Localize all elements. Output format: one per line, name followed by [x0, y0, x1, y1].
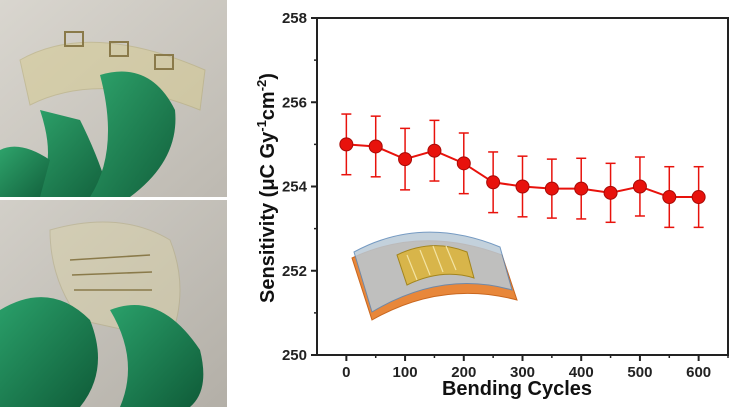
- data-point: [515, 179, 530, 194]
- y-tick-label: 256: [282, 94, 307, 111]
- x-tick-label: 600: [686, 364, 711, 381]
- data-point: [339, 137, 354, 152]
- x-tick-label: 500: [627, 364, 652, 381]
- y-tick-label: 250: [282, 347, 307, 364]
- data-point: [368, 139, 383, 154]
- x-tick-label: 200: [451, 364, 476, 381]
- x-tick-label: 400: [569, 364, 594, 381]
- sensitivity-chart: 250 252 254 256 258 0 100 200 300 400 500 600 Bendi…: [232, 0, 737, 407]
- x-tick-label: 100: [393, 364, 418, 381]
- data-point: [398, 152, 413, 167]
- data-point: [427, 143, 442, 158]
- data-point: [486, 175, 501, 190]
- data-point: [544, 181, 559, 196]
- data-point: [456, 156, 471, 171]
- bent-sensor-photo: [0, 200, 227, 407]
- x-axis-title: Bending Cycles: [442, 378, 592, 400]
- flexible-sensor-photo: [0, 0, 227, 197]
- data-point: [632, 179, 647, 194]
- data-point: [691, 190, 706, 205]
- flexible-device-inset: [351, 231, 518, 321]
- y-tick-label: 254: [282, 179, 308, 196]
- x-tick-label: 300: [510, 364, 535, 381]
- data-point: [603, 185, 618, 200]
- y-tick-label: 252: [282, 263, 307, 280]
- data-point: [662, 190, 677, 205]
- y-axis-title: Sensitivity (μC Gy-1cm-2): [254, 73, 279, 303]
- x-tick-label: 0: [342, 364, 350, 381]
- data-point: [574, 181, 589, 196]
- y-tick-label: 258: [282, 10, 307, 27]
